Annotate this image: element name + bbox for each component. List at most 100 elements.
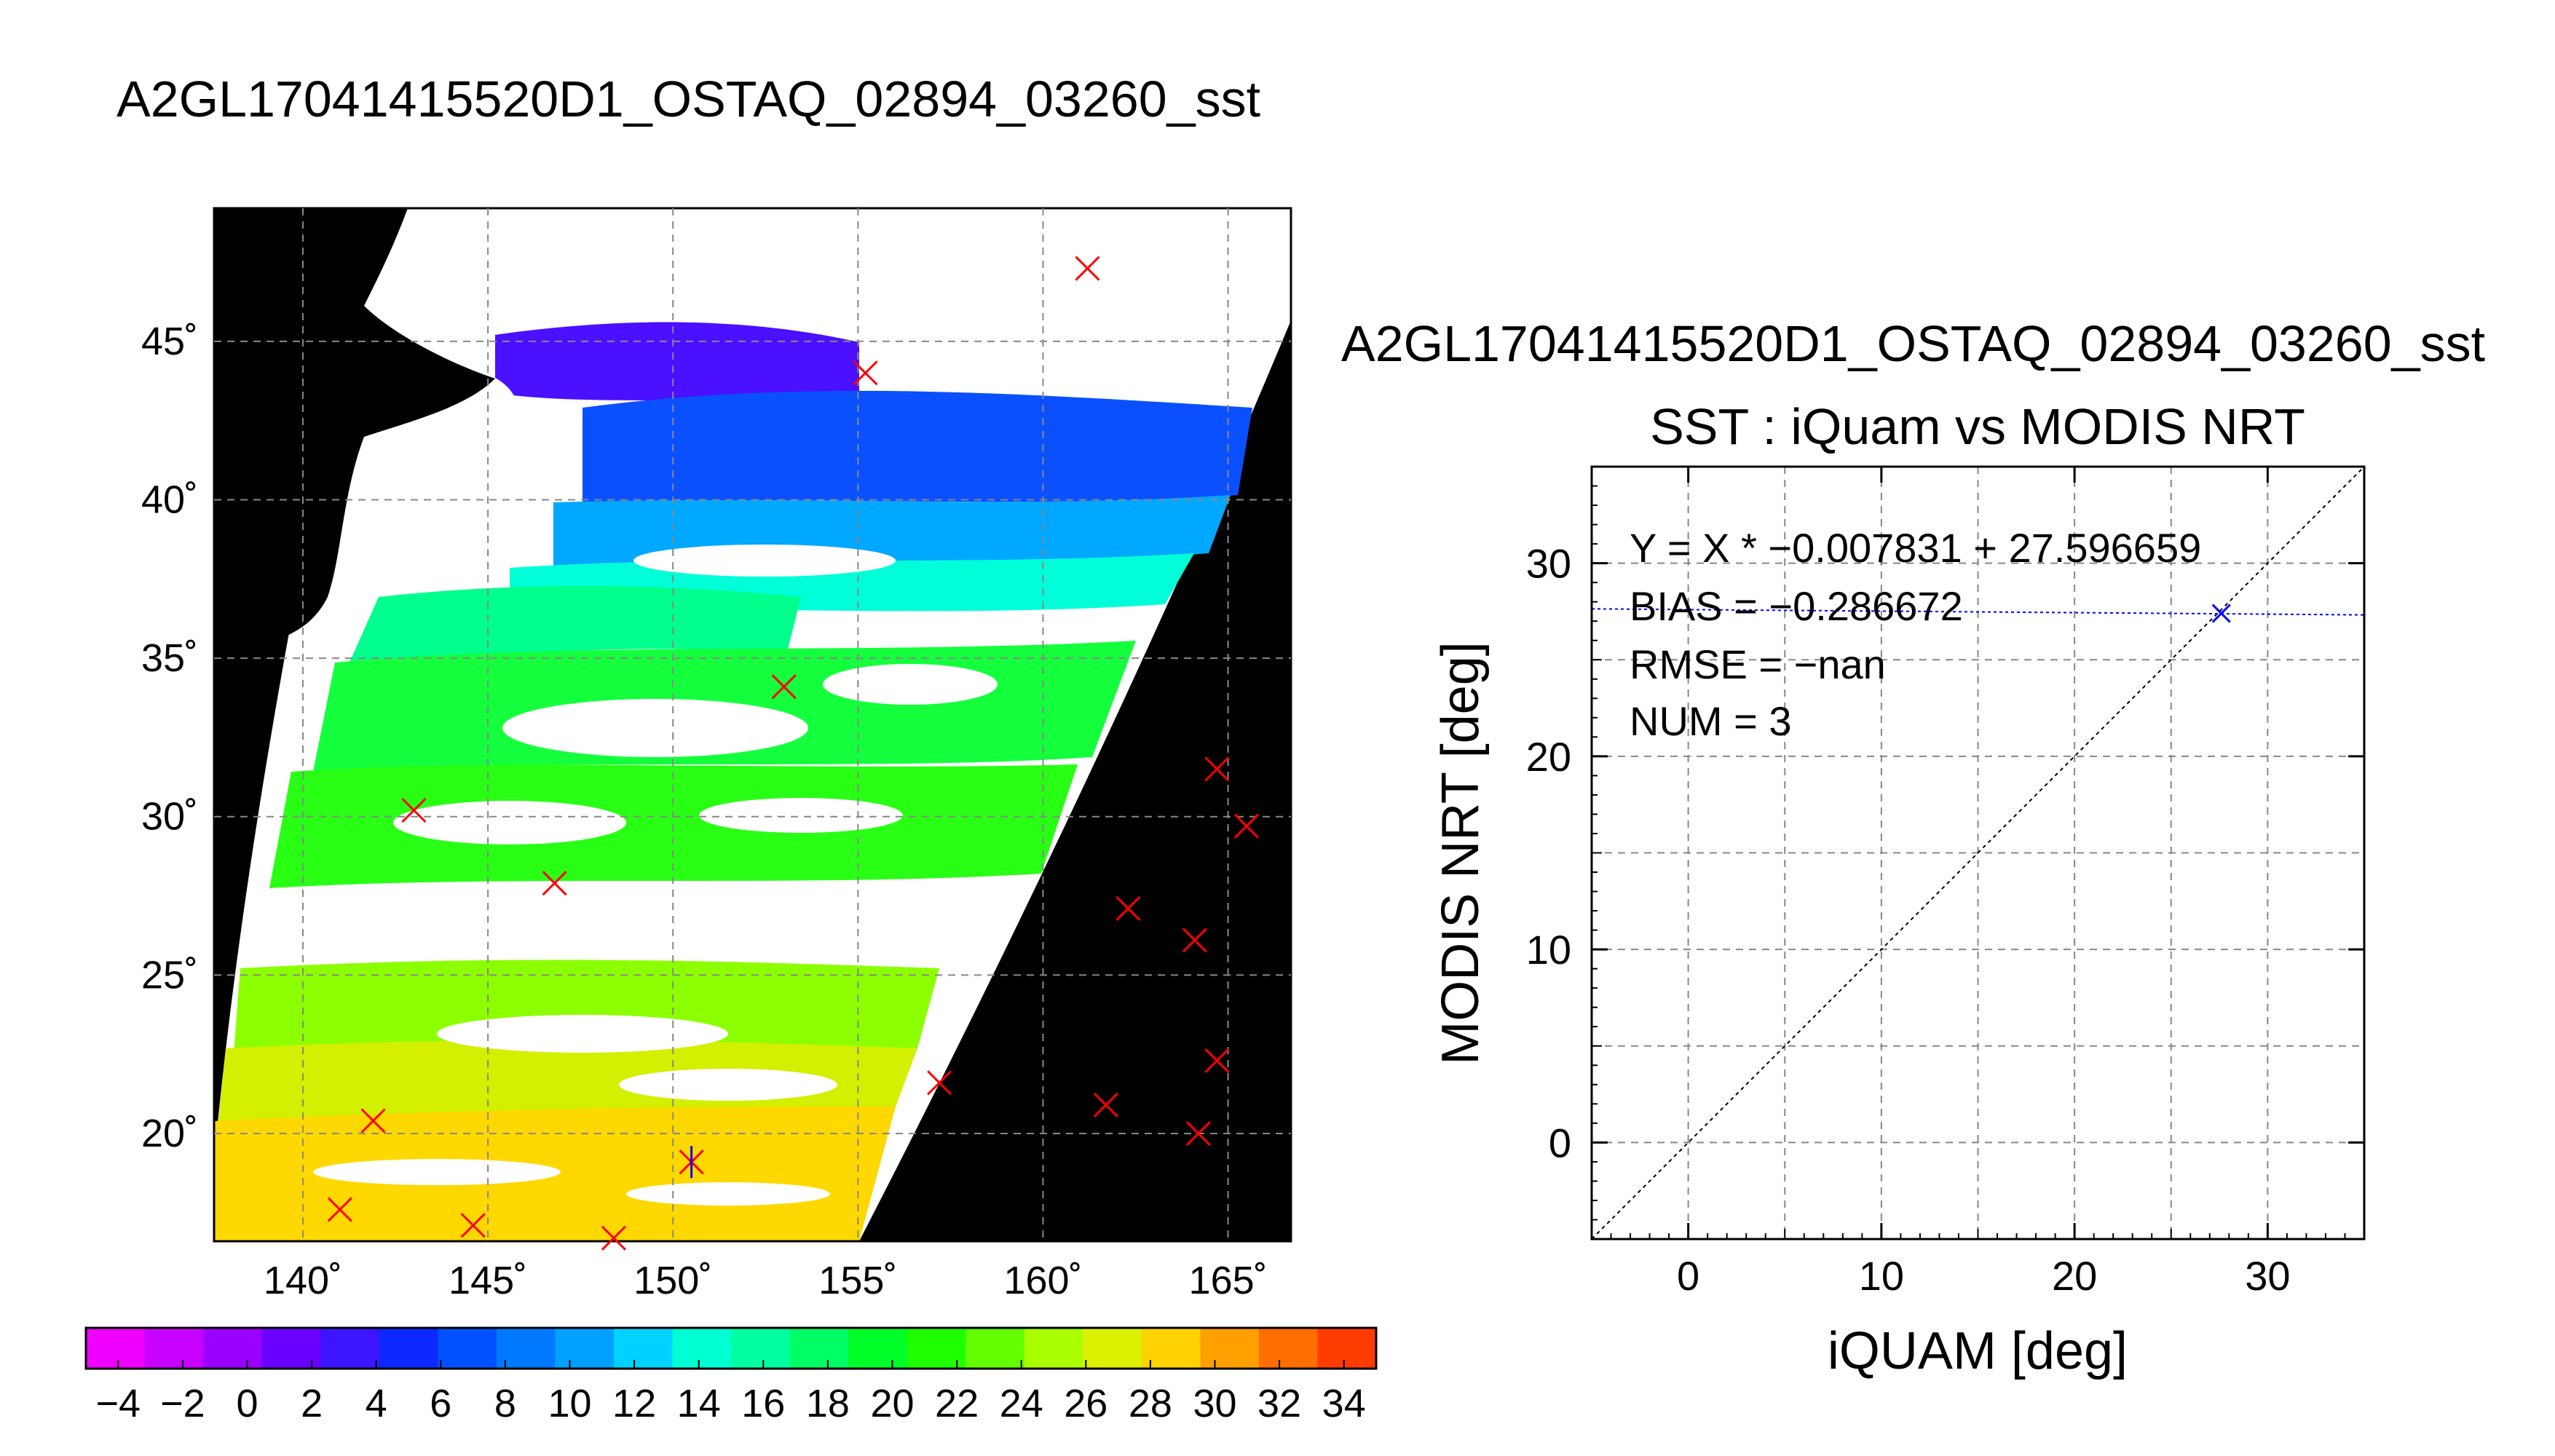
map-x-tick-label: 145˚ xyxy=(449,1259,527,1302)
map-marker xyxy=(1182,927,1207,953)
scatter-y-label: MODIS NRT [deg] xyxy=(1431,641,1490,1065)
identity-line xyxy=(1592,467,2364,1239)
map-marker-stroke xyxy=(360,1108,386,1133)
annotation-rmse: RMSE = −nan xyxy=(1630,641,1886,687)
map-marker-stroke xyxy=(771,674,797,700)
colorbar-tick-label: 12 xyxy=(612,1382,656,1425)
colorbar-tick-label: 24 xyxy=(1000,1382,1043,1425)
colorbar-cells xyxy=(86,1328,1377,1369)
sst-band-blue xyxy=(583,390,1252,502)
colorbar-tick-label: 28 xyxy=(1129,1382,1172,1425)
colorbar-tick-label: 14 xyxy=(677,1382,721,1425)
colorbar-cell xyxy=(86,1328,146,1369)
sst-map: 140˚ 145˚ 150˚ 155˚ 160˚ 165˚ 20˚ 25˚ 30˚ 35˚ 40˚… xyxy=(141,207,1292,1302)
cloud-patch xyxy=(823,664,998,705)
scatter-y-tick-label: 30 xyxy=(1526,541,1571,587)
colorbar-cell xyxy=(1083,1328,1142,1369)
colorbar-tick-label: 2 xyxy=(301,1382,323,1425)
scatter-plot: 0 10 20 30 0 10 20 30 Y = X * −0.007831 + 27.59… xyxy=(1431,465,2366,1380)
map-marker-stroke xyxy=(1115,895,1141,922)
scatter-x-tick-label: 10 xyxy=(1859,1253,1904,1299)
map-marker xyxy=(1115,895,1141,922)
colorbar-cell xyxy=(1141,1328,1201,1369)
cloud-patch xyxy=(313,1159,561,1185)
colorbar-tick-label: −2 xyxy=(160,1382,205,1425)
map-marker xyxy=(601,1225,626,1251)
map-marker xyxy=(401,797,427,823)
map-marker xyxy=(1075,256,1100,281)
annotation-equation: Y = X * −0.007831 + 27.596659 xyxy=(1630,525,2201,571)
map-marker xyxy=(853,360,878,386)
map-marker-stroke xyxy=(1185,1120,1211,1147)
cloud-patch xyxy=(896,269,1216,357)
scatter-x-tick-label: 20 xyxy=(2052,1253,2097,1299)
map-marker-stroke xyxy=(1204,756,1230,782)
map-marker xyxy=(1233,813,1260,839)
scatter-top-title: A2GL17041415520D1_OSTAQ_02894_03260_sst xyxy=(1341,315,2485,372)
map-marker-stroke xyxy=(460,1213,486,1238)
colorbar-cell xyxy=(320,1328,380,1369)
map-x-tick-label: 165˚ xyxy=(1189,1259,1268,1302)
scatter-point-stroke xyxy=(2211,604,2231,623)
colorbar-cell xyxy=(438,1328,497,1369)
map-markers xyxy=(327,256,1260,1251)
map-frame xyxy=(213,207,1292,1243)
map-x-tick-label: 150˚ xyxy=(633,1259,712,1302)
map-x-tick-label: 140˚ xyxy=(264,1259,342,1302)
map-swath-group xyxy=(214,208,1291,1241)
colorbar-tick-label: 20 xyxy=(870,1382,914,1425)
colorbar-cell xyxy=(731,1328,791,1369)
sst-band-yellowgreen xyxy=(218,1040,917,1121)
scatter-x-tick-label: 30 xyxy=(2245,1253,2290,1299)
cloud-patch xyxy=(633,545,896,577)
colorbar-frame xyxy=(84,1326,1378,1370)
annotation-bias: BIAS = −0.286672 xyxy=(1630,583,1963,629)
colorbar-ticks: −4 −2 0 2 4 6 8 10 12 14 16 18 20 22 24 26 28 30 32 34 xyxy=(96,1360,1366,1425)
map-y-tick-label: 35˚ xyxy=(141,636,198,680)
map-marker-stroke xyxy=(927,1070,952,1096)
map-grid xyxy=(214,208,1291,1241)
scatter-x-tick-label: 0 xyxy=(1677,1253,1699,1299)
colorbar-tick-label: 30 xyxy=(1193,1382,1236,1425)
scatter-y-tick-label: 10 xyxy=(1526,927,1571,973)
annotation-num: NUM = 3 xyxy=(1630,698,1792,744)
map-marker xyxy=(327,1197,352,1222)
scatter-points xyxy=(2211,604,2231,623)
colorbar-tick-label: 6 xyxy=(430,1382,451,1425)
map-marker-stroke xyxy=(853,360,878,386)
colorbar-tick-label: 34 xyxy=(1322,1382,1366,1425)
colorbar-cell xyxy=(1317,1328,1377,1369)
map-marker-stroke xyxy=(327,1197,352,1222)
colorbar-cell xyxy=(1200,1328,1260,1369)
scatter-y-tick-label: 20 xyxy=(1526,734,1571,780)
colorbar: −4 −2 0 2 4 6 8 10 12 14 16 18 20 22 24 26 28 30 32 34 xyxy=(84,1326,1378,1425)
sst-band-lime xyxy=(233,960,939,1063)
colorbar-tick-label: 32 xyxy=(1257,1382,1301,1425)
land-mask xyxy=(214,208,495,641)
map-marker xyxy=(771,674,797,700)
map-y-ticks: 20˚ 25˚ 30˚ 35˚ 40˚ 45˚ xyxy=(141,320,198,1155)
colorbar-cell xyxy=(379,1328,438,1369)
map-marker xyxy=(1204,1048,1230,1073)
cloud-patches xyxy=(313,269,1216,1206)
map-marker-stroke xyxy=(1093,1092,1118,1117)
scatter-ticks: 0 10 20 30 0 10 20 30 xyxy=(1526,466,2365,1299)
colorbar-cell xyxy=(496,1328,556,1369)
map-marker xyxy=(360,1108,386,1133)
map-marker xyxy=(927,1070,952,1096)
regression-line xyxy=(1592,608,2364,616)
colorbar-cell xyxy=(848,1328,908,1369)
cloud-patch xyxy=(502,699,808,757)
cloud-patch xyxy=(619,1069,837,1101)
map-x-ticks: 140˚ 145˚ 150˚ 155˚ 160˚ 165˚ xyxy=(264,1259,1268,1302)
colorbar-cell xyxy=(144,1328,204,1369)
scatter-title: SST : iQuam vs MODIS NRT xyxy=(1650,398,2305,455)
map-y-tick-label: 30˚ xyxy=(141,795,198,839)
map-y-tick-label: 25˚ xyxy=(141,953,198,997)
scatter-y-tick-label: 0 xyxy=(1549,1120,1571,1166)
colorbar-cell xyxy=(1258,1328,1318,1369)
map-marker xyxy=(542,871,567,896)
map-marker-stroke xyxy=(601,1225,626,1251)
sst-band-teal xyxy=(350,586,801,662)
scatter-x-label: iQUAM [deg] xyxy=(1828,1322,2128,1380)
